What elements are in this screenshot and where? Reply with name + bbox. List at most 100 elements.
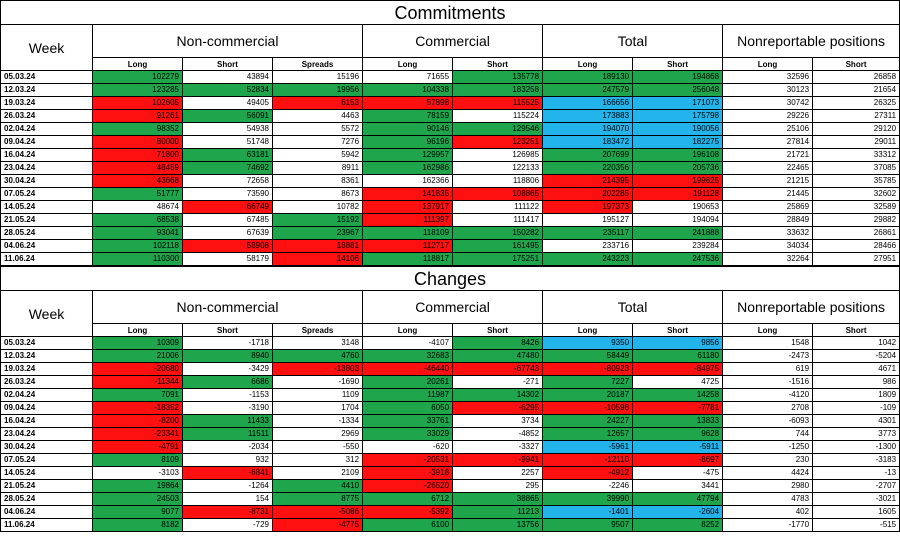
value-cell: 47794	[632, 492, 724, 506]
value-cell: 182275	[632, 135, 724, 149]
value-cell: 619	[722, 362, 814, 376]
value-cell: 8426	[452, 336, 544, 350]
value-cell: -2034	[182, 440, 273, 454]
table-row: 11.06.24 110300 58179 14106 118817 175251 2432…	[0, 252, 900, 266]
value-cell: -1516	[722, 375, 814, 389]
value-cell: -20680	[92, 362, 183, 376]
value-cell: 8940	[182, 349, 273, 363]
group-header-noncommercial: Non-commercial	[91, 24, 364, 58]
value-cell: 12657	[542, 427, 634, 441]
week-header: Week	[0, 290, 93, 337]
value-cell: -6841	[182, 466, 273, 480]
table-row: 12.03.24 123285 52834 19956 104338 183258 2475…	[0, 83, 900, 97]
group-header-nonreportable: Nonreportable positions	[722, 24, 900, 58]
table-row: 23.04.24 48459 74692 8911 162986 122133 220356…	[0, 161, 900, 175]
table-row: 07.05.24 8109 932 312 -20531 -9941 -12110 -8697…	[0, 453, 900, 467]
value-cell: 744	[722, 427, 814, 441]
week-cell: 12.03.24	[0, 349, 93, 363]
value-cell: 37085	[812, 161, 900, 175]
value-cell: 110300	[92, 252, 183, 266]
value-cell: 123251	[452, 135, 544, 149]
value-cell: 141835	[362, 187, 454, 201]
value-cell: 4725	[632, 375, 724, 389]
value-cell: -4107	[362, 336, 454, 350]
value-cell: 19956	[271, 83, 364, 97]
value-cell: -11344	[92, 375, 183, 389]
week-cell: 21.05.24	[0, 213, 93, 227]
value-cell: 32596	[722, 70, 814, 84]
changes-table: Week Non-commercial Commercial Total Non…	[0, 290, 900, 532]
value-cell: 171073	[632, 96, 724, 110]
week-cell: 16.04.24	[0, 148, 93, 162]
value-cell: 166656	[542, 96, 634, 110]
value-cell: 104338	[362, 83, 454, 97]
table-row: 30.04.24 -4791 -2034 -550 -620 -3327 -5961 -591…	[0, 440, 900, 454]
value-cell: 2980	[722, 479, 814, 493]
value-cell: -23341	[92, 427, 183, 441]
value-cell: 66749	[182, 200, 273, 214]
value-cell: 21654	[812, 83, 900, 97]
value-cell: 102118	[92, 239, 183, 253]
column-header: Long	[362, 57, 454, 71]
value-cell: 29120	[812, 122, 900, 136]
value-cell: -9941	[452, 453, 544, 467]
value-cell: 21445	[722, 187, 814, 201]
week-cell: 14.05.24	[0, 466, 93, 480]
value-cell: 214395	[542, 174, 634, 188]
value-cell: 3734	[452, 414, 544, 428]
table-row: 09.04.24 80000 51748 7276 96196 123251 183472 1…	[0, 135, 900, 149]
value-cell: 30123	[722, 83, 814, 97]
value-cell: 122133	[452, 161, 544, 175]
value-cell: -80923	[542, 362, 634, 376]
column-header: Long	[542, 57, 634, 71]
subheader-row: Long Short Spreads Long Short Long Short Long Sh…	[1, 57, 900, 71]
value-cell: -729	[182, 518, 273, 532]
changes-title: Changes	[0, 266, 900, 290]
value-cell: 35785	[812, 174, 900, 188]
value-cell: -4852	[452, 427, 544, 441]
value-cell: 2109	[271, 466, 364, 480]
value-cell: 162366	[362, 174, 454, 188]
value-cell: 57898	[362, 96, 454, 110]
value-cell: 154	[182, 492, 273, 506]
value-cell: 190056	[632, 122, 724, 136]
value-cell: 51748	[182, 135, 273, 149]
value-cell: 67485	[182, 213, 273, 227]
value-cell: -4912	[542, 466, 634, 480]
week-cell: 26.03.24	[0, 375, 93, 389]
week-cell: 02.04.24	[0, 388, 93, 402]
value-cell: 402	[722, 505, 814, 519]
group-header-total: Total	[542, 24, 724, 58]
value-cell: 205736	[632, 161, 724, 175]
value-cell: 118109	[362, 226, 454, 240]
value-cell: 2708	[722, 401, 814, 415]
value-cell: 10309	[92, 336, 183, 350]
week-cell: 09.04.24	[0, 401, 93, 415]
value-cell: -20531	[362, 453, 454, 467]
table-row: 02.04.24 98352 54938 5572 90146 129546 194070 1…	[0, 122, 900, 136]
value-cell: 195127	[542, 213, 634, 227]
value-cell: -1690	[271, 375, 364, 389]
value-cell: 5572	[271, 122, 364, 136]
week-header: Week	[0, 24, 93, 71]
value-cell: 4783	[722, 492, 814, 506]
table-row: 16.04.24 -8200 11433 -1334 33761 3734 24227 138…	[0, 414, 900, 428]
value-cell: 111397	[362, 213, 454, 227]
value-cell: 6100	[362, 518, 454, 532]
value-cell: 33632	[722, 226, 814, 240]
value-cell: -3327	[452, 440, 544, 454]
value-cell: 43894	[182, 70, 273, 84]
value-cell: 129957	[362, 148, 454, 162]
value-cell: 72658	[182, 174, 273, 188]
value-cell: 6050	[362, 401, 454, 415]
value-cell: 78159	[362, 109, 454, 123]
value-cell: 4301	[812, 414, 900, 428]
table-row: 09.04.24 -18352 -3190 1704 6050 -6295 -10598 -7…	[0, 401, 900, 415]
changes-section: Changes Week Non-commercial Commercial T…	[0, 266, 900, 532]
value-cell: 199825	[632, 174, 724, 188]
value-cell: 58179	[182, 252, 273, 266]
group-header-commercial: Commercial	[362, 290, 544, 324]
value-cell: 96196	[362, 135, 454, 149]
table-row: 11.06.24 8182 -729 -4775 6100 13756 9507 8252 -1…	[0, 518, 900, 532]
value-cell: -1250	[722, 440, 814, 454]
